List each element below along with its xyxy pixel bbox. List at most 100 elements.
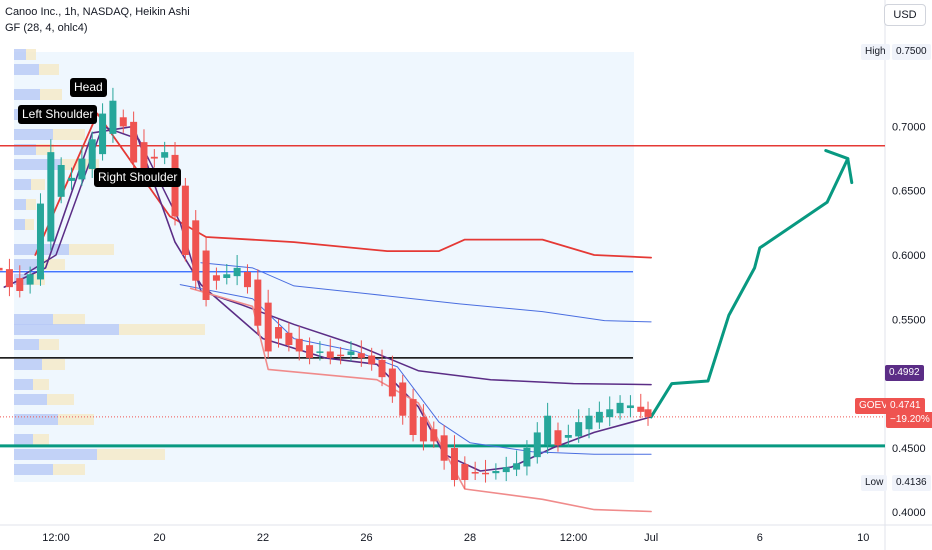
volume-profile-bar-buy xyxy=(14,379,33,390)
price-tick-label: 0.7000 xyxy=(892,121,926,133)
volume-profile-bar-sell xyxy=(26,49,36,60)
price-tick-label: 0.6000 xyxy=(892,250,926,262)
candle-body xyxy=(575,422,583,437)
last-price-badge: 0.4741 xyxy=(886,398,925,414)
volume-profile-bar-sell xyxy=(53,464,85,475)
currency-button[interactable]: USD xyxy=(884,4,926,26)
volume-profile-bar-buy xyxy=(14,64,39,75)
candle-body xyxy=(202,250,210,300)
volume-profile-bar-buy xyxy=(14,339,39,350)
candle-body xyxy=(357,353,365,358)
candle-body xyxy=(440,435,448,461)
candle-body xyxy=(161,152,169,158)
volume-profile-bar-sell xyxy=(53,314,85,325)
candle-body xyxy=(223,274,231,278)
candle-body xyxy=(544,415,552,445)
candle-body xyxy=(502,467,510,473)
candle-body xyxy=(78,158,86,180)
volume-profile-bar-buy xyxy=(14,179,31,190)
candle-body xyxy=(378,359,386,378)
projection-arrowhead xyxy=(824,149,854,185)
candle-body xyxy=(47,152,55,242)
right-shoulder-annotation[interactable]: Right Shoulder xyxy=(94,168,182,187)
volume-profile-range xyxy=(14,52,634,482)
candle-body xyxy=(109,100,117,134)
time-tick-label: 12:00 xyxy=(560,532,588,544)
volume-profile-bar-sell xyxy=(40,89,62,100)
volume-profile-bar-buy xyxy=(14,199,26,210)
candle-body xyxy=(119,117,127,127)
low-value: 0.4136 xyxy=(892,475,931,491)
candle-body xyxy=(368,355,376,365)
volume-profile-bar-sell xyxy=(25,219,34,230)
candle-body xyxy=(254,279,262,326)
candle-body xyxy=(492,471,500,474)
volume-profile-bar-buy xyxy=(14,414,58,425)
volume-profile-bar-buy xyxy=(14,464,53,475)
price-tick-label: 0.5500 xyxy=(892,314,926,326)
candle-body xyxy=(36,203,44,280)
volume-profile-bar-buy xyxy=(14,394,47,405)
chart-title: Canoo Inc., 1h, NASDAQ, Heikin Ashi xyxy=(5,6,190,18)
candle-body xyxy=(471,472,479,474)
candle-body xyxy=(595,411,603,423)
candle-body xyxy=(26,274,34,285)
volume-profile-bar-sell xyxy=(33,434,49,445)
volume-profile-bar-sell xyxy=(42,259,65,270)
candle-body xyxy=(585,415,593,430)
band-value-badge: 0.4992 xyxy=(885,365,924,381)
high-value: 0.7500 xyxy=(892,44,931,60)
volume-profile-bar-buy xyxy=(14,159,61,170)
candle-body xyxy=(644,409,652,417)
time-tick-label: 22 xyxy=(257,532,269,544)
high-label: High xyxy=(861,44,890,60)
volume-profile-bar-sell xyxy=(58,414,94,425)
candle-body xyxy=(482,472,490,475)
candle-body xyxy=(181,185,189,255)
candle-body xyxy=(513,463,521,470)
time-tick-label: 26 xyxy=(360,532,372,544)
candle-body xyxy=(243,271,251,288)
candle-body xyxy=(523,447,531,467)
candle-body xyxy=(326,351,334,358)
price-tick-label: 0.4500 xyxy=(892,443,926,455)
candle-body xyxy=(533,432,541,458)
candle-body xyxy=(99,113,107,155)
volume-profile-bar-buy xyxy=(14,144,36,155)
candle-body xyxy=(150,156,158,159)
candle-body xyxy=(430,429,438,442)
candle-body xyxy=(16,278,24,291)
projection-line xyxy=(649,157,850,419)
candle-body xyxy=(606,409,614,418)
candle-body xyxy=(637,406,645,412)
volume-profile-bar-sell xyxy=(33,379,49,390)
indicator-legend[interactable]: GF (28, 4, ohlc4) xyxy=(5,22,88,34)
upper-inner-band-line xyxy=(200,262,652,323)
volume-profile-bar-sell xyxy=(39,64,59,75)
volume-profile-bar-sell xyxy=(26,199,36,210)
candle-body xyxy=(626,405,634,409)
candle-body xyxy=(306,345,314,358)
volume-profile-bar-buy xyxy=(14,434,33,445)
candle-body xyxy=(0,267,3,271)
candle-body xyxy=(316,351,324,353)
candle-body xyxy=(337,354,345,357)
volume-profile-bar-sell xyxy=(69,244,114,255)
change-badge: −19.20% xyxy=(886,412,932,428)
candle-body xyxy=(68,177,76,181)
volume-profile-bar-sell xyxy=(42,359,65,370)
volume-profile-bar-buy xyxy=(14,219,25,230)
candle-body xyxy=(275,327,283,339)
volume-profile-bar-buy xyxy=(14,89,40,100)
time-tick-label: 12:00 xyxy=(42,532,70,544)
volume-profile-bar-buy xyxy=(14,129,53,140)
volume-profile-bar-buy xyxy=(14,259,42,270)
head-annotation[interactable]: Head xyxy=(70,78,107,97)
left-shoulder-annotation[interactable]: Left Shoulder xyxy=(18,105,98,124)
volume-profile-bar-sell xyxy=(97,449,165,460)
volume-profile-bar-sell xyxy=(36,144,54,155)
candle-body xyxy=(130,121,138,163)
candle-body xyxy=(419,417,427,442)
volume-profile-bar-sell xyxy=(31,274,45,285)
